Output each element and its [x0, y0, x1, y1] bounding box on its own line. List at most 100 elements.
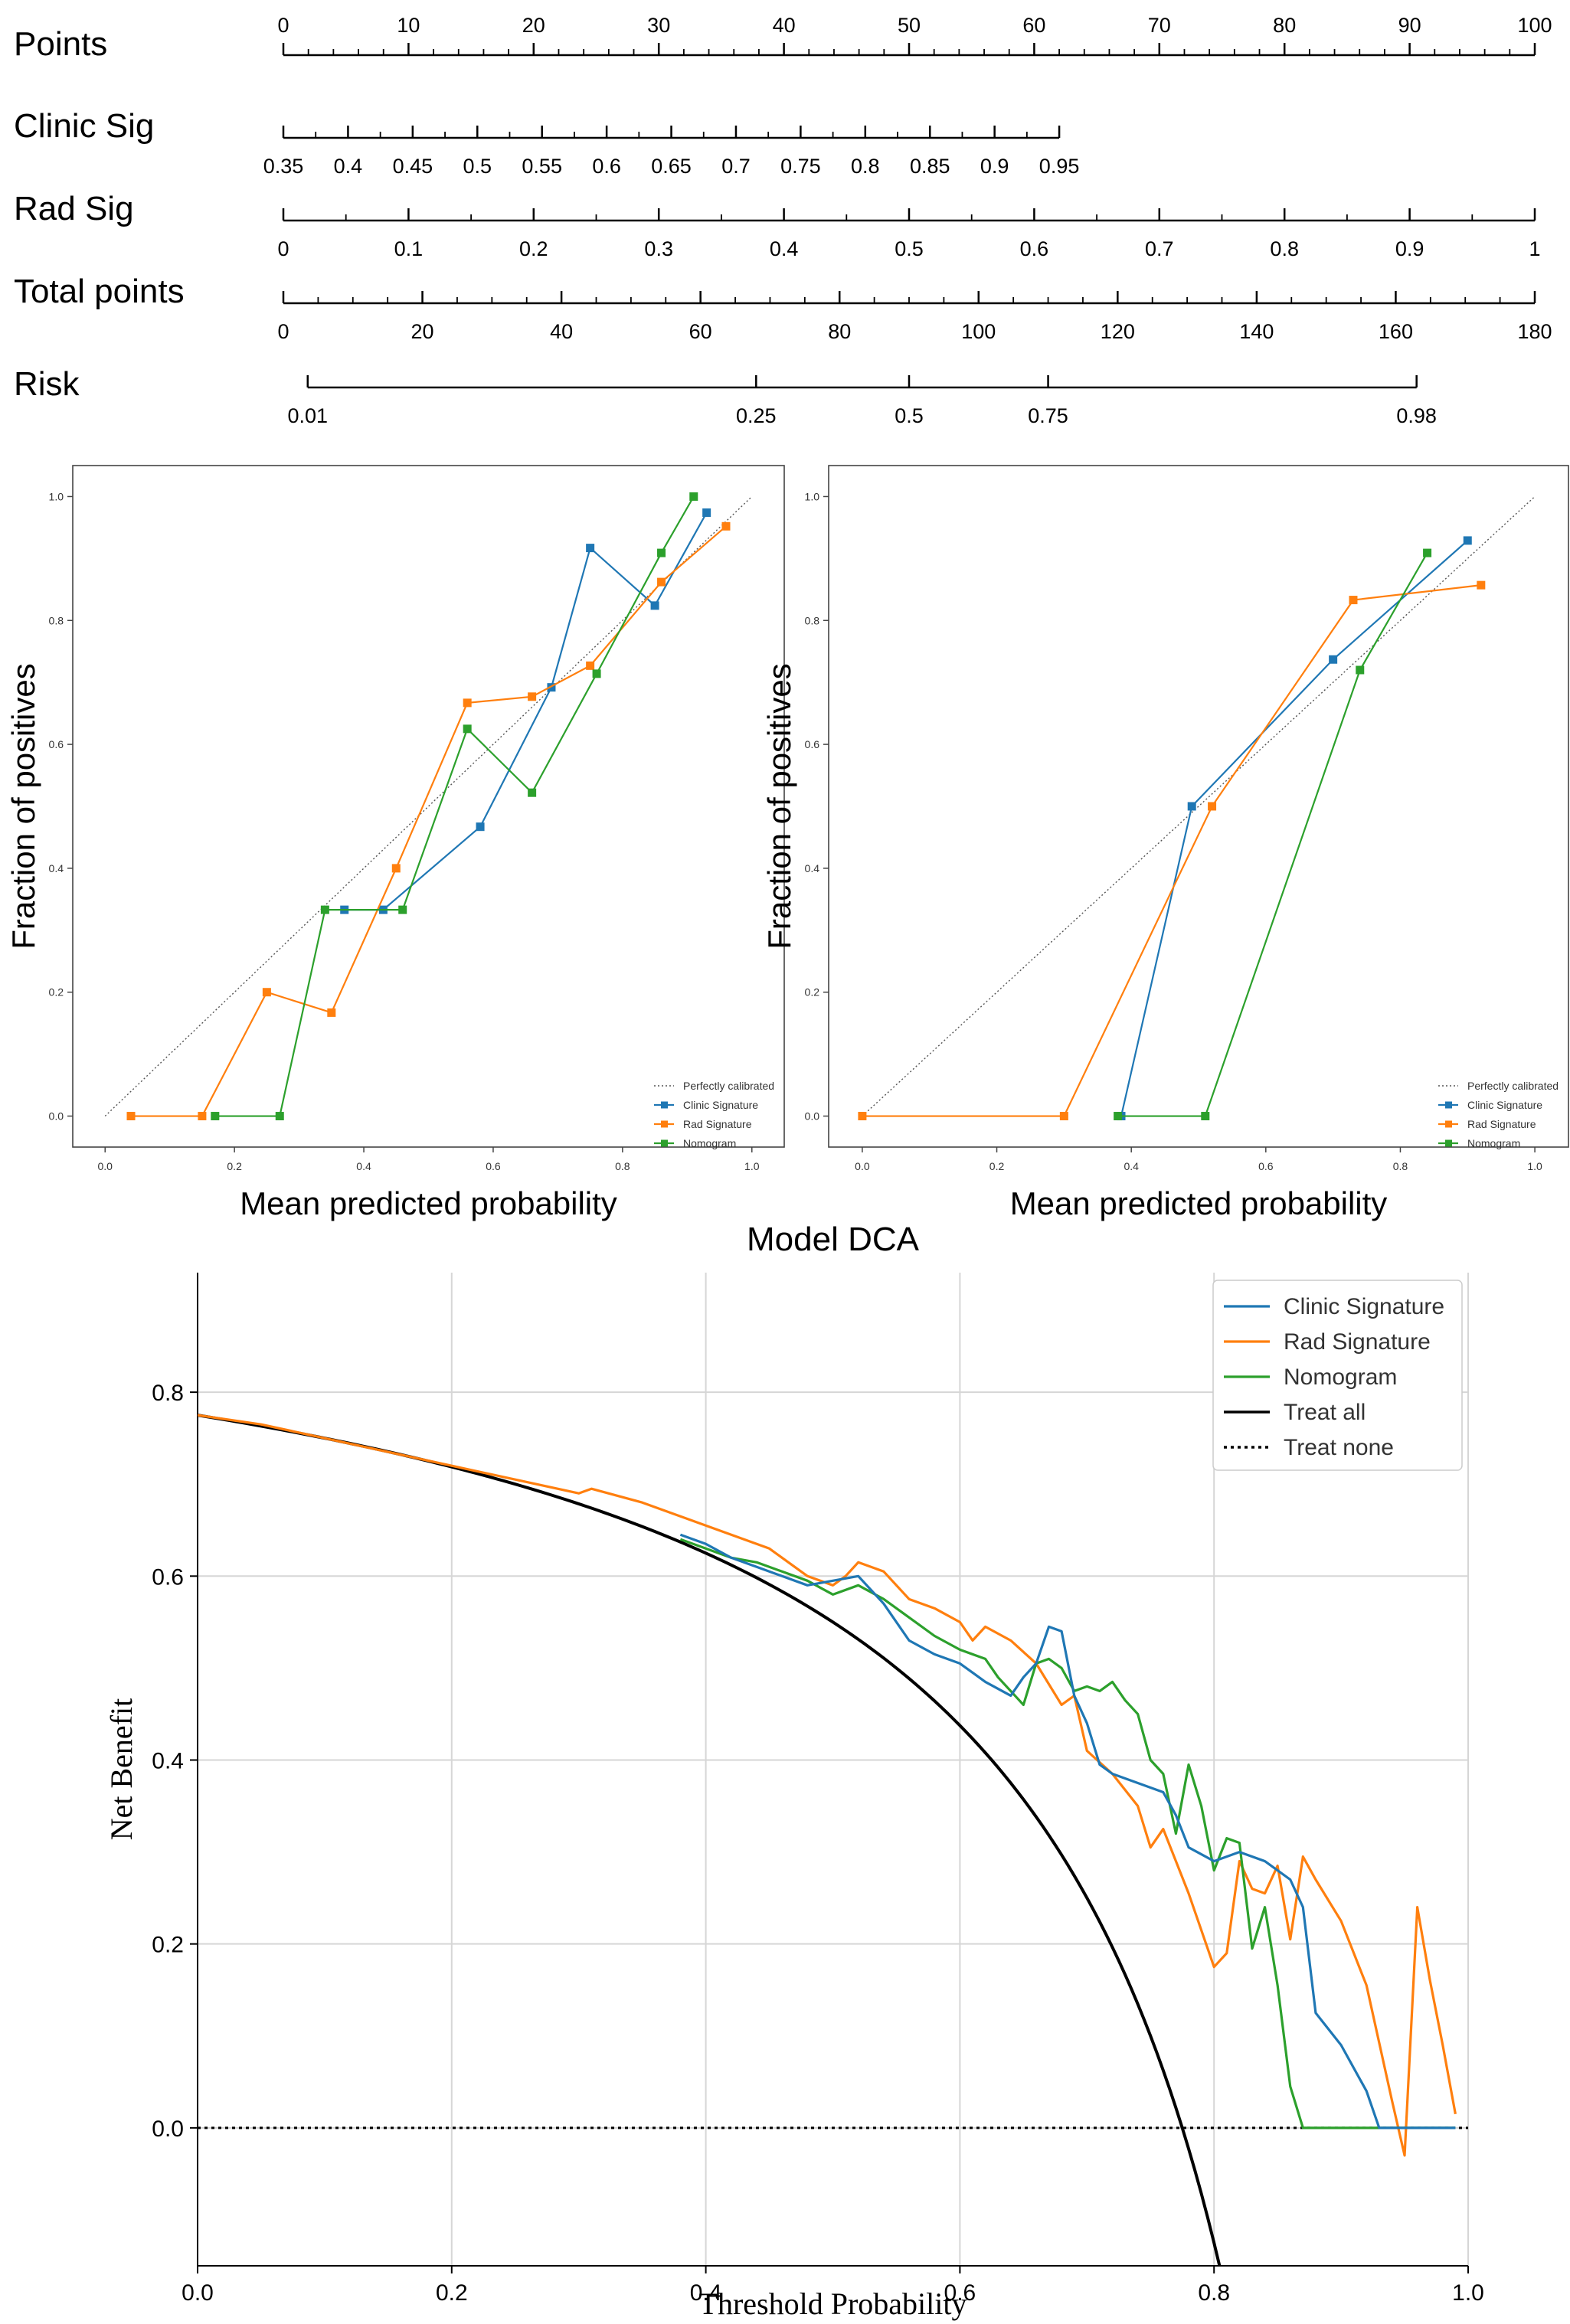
nomogram-tick-label: 10 [397, 14, 420, 37]
y-tick-label: 0.4 [805, 862, 820, 874]
y-tick-label: 0.8 [49, 614, 64, 626]
nomogram-point [689, 492, 698, 501]
rad-signature-point [391, 864, 401, 873]
clinic-signature-point [702, 508, 711, 517]
nomogram-tick-label: 0.01 [287, 404, 328, 427]
nomogram-tick-label: 120 [1101, 320, 1135, 343]
nomogram-tick-label: 100 [961, 320, 996, 343]
x-tick-label: 0.8 [1393, 1160, 1408, 1172]
legend-label-clinic-signature: Clinic Signature [1284, 1294, 1444, 1319]
x-tick-label: 1.0 [744, 1160, 760, 1172]
nomogram-point [398, 905, 407, 914]
rad-signature-line [862, 584, 1481, 1117]
rad-signature-point [721, 521, 731, 531]
x-tick-label: 0.6 [486, 1160, 501, 1172]
nomogram-tick-label: 70 [1148, 14, 1171, 37]
legend-box [1212, 1280, 1463, 1471]
y-tick-label: 0.4 [49, 862, 64, 874]
legend-label-rad-signature: Rad Signature [1284, 1329, 1431, 1355]
nomogram-point [320, 905, 329, 914]
nomogram-tick-label: 40 [550, 320, 573, 343]
rad-signature-point [657, 577, 666, 587]
nomogram-tick-label: 0.85 [910, 155, 950, 178]
x-tick-label: 0.6 [944, 2280, 976, 2306]
calibration-plot-training: 0.0 0.2 0.4 0.6 0.8 1.0 0.0 0.2 0.4 0.6 0.8 1.0 Mean… [5, 465, 785, 1221]
nomogram-tick-label: 20 [411, 320, 434, 343]
legend-marker-nomogram [1445, 1139, 1452, 1147]
legend-label-nomogram: Nomogram [683, 1137, 736, 1149]
rad-signature-point [858, 1112, 867, 1121]
nomogram-tick-label: 0.1 [394, 237, 424, 260]
x-tick-label: 1.0 [1527, 1160, 1542, 1172]
nomogram-point [1114, 1112, 1123, 1121]
calibration-plot-validation: 0.0 0.2 0.4 0.6 0.8 1.0 0.0 0.2 0.4 0.6 0.8 1.0 Mean… [761, 465, 1569, 1221]
legend-marker-clinic-signature [1445, 1101, 1452, 1109]
clinic-signature-line [679, 1533, 1456, 2130]
nomogram-point [657, 548, 666, 557]
x-tick-label: 0.6 [1258, 1160, 1274, 1172]
nomogram-tick-label: 0.7 [1145, 237, 1174, 260]
nomogram-tick-label: 0.4 [770, 237, 799, 260]
x-axis-label: Threshold Probability [699, 2286, 967, 2321]
y-tick-label: 0.2 [805, 986, 820, 999]
nomogram-point [275, 1112, 284, 1121]
nomogram-tick-label: 20 [522, 14, 545, 37]
clinic-signature-point [547, 683, 556, 692]
nomogram-tick-label: 50 [898, 14, 921, 37]
y-tick-label: 0.4 [152, 1748, 184, 1773]
nomogram-tick-label: 0.35 [263, 155, 304, 178]
nomogram-tick-label: 0.4 [334, 155, 363, 178]
x-tick-label: 0.2 [436, 2280, 468, 2306]
nomogram-tick-label: 100 [1517, 14, 1552, 37]
nomogram-tick-label: 180 [1517, 320, 1552, 343]
x-tick-label: 0.4 [1124, 1160, 1139, 1172]
nomogram-tick-label: 0.5 [895, 404, 924, 427]
rad-signature-point [586, 661, 595, 670]
x-tick-label: 0.4 [690, 2280, 722, 2306]
nomogram-point [1201, 1112, 1210, 1121]
clinic-signature-point [476, 822, 485, 832]
nomogram-label-total-points: Total points [14, 273, 185, 310]
nomogram-label-points: Points [14, 25, 107, 63]
nomogram-point [463, 724, 472, 734]
x-tick-label: 0.0 [182, 2280, 214, 2306]
nomogram-tick-label: 0 [277, 320, 289, 343]
legend-label-nomogram: Nomogram [1467, 1137, 1520, 1149]
rad-signature-point [1349, 596, 1358, 605]
nomogram-tick-label: 0.6 [1020, 237, 1049, 260]
nomogram-tick-label: 0.8 [1270, 237, 1299, 260]
y-tick-label: 0.2 [152, 1933, 184, 1958]
nomogram-tick-label: 140 [1239, 320, 1274, 343]
legend-label-clinic-signature: Clinic Signature [1467, 1099, 1542, 1111]
nomogram-tick-label: 0.3 [644, 237, 673, 260]
clinic-signature-line [1120, 540, 1469, 1116]
plot-frame [72, 465, 785, 1148]
y-tick-label: 0.0 [152, 2116, 184, 2142]
legend-label-perfectly-calibrated: Perfectly calibrated [683, 1080, 774, 1092]
y-tick-label: 0.6 [49, 738, 64, 750]
legend-label-perfectly-calibrated: Perfectly calibrated [1467, 1080, 1559, 1092]
clinic-signature-point [1463, 536, 1472, 545]
x-tick-label: 0.2 [989, 1160, 1005, 1172]
nomogram-tick-label: 80 [828, 320, 851, 343]
rad-signature-point [1059, 1112, 1068, 1121]
nomogram-tick-label: 0.25 [736, 404, 777, 427]
y-tick-label: 0.2 [49, 986, 64, 999]
rad-signature-point [1477, 580, 1486, 590]
dca-plot: 0.0 0.2 0.4 0.6 0.8 1.0 0.0 0.2 0.4 0.6 0.8 Model D… [104, 1221, 1484, 2321]
nomogram-tick-label: 0.6 [592, 155, 621, 178]
nomogram-tick-label: 1 [1529, 237, 1540, 260]
nomogram-tick-label: 0.65 [651, 155, 692, 178]
x-tick-label: 0.2 [227, 1160, 242, 1172]
clinic-signature-line [344, 512, 708, 911]
legend-label-treat-all: Treat all [1284, 1400, 1366, 1425]
legend-label-rad-signature: Rad Signature [1467, 1118, 1536, 1130]
y-tick-label: 0.0 [49, 1110, 64, 1123]
nomogram-tick-label: 0.5 [895, 237, 924, 260]
nomogram-tick-label: 0.55 [522, 155, 562, 178]
nomogram-point [1423, 548, 1432, 557]
x-tick-label: 0.0 [97, 1160, 113, 1172]
y-axis-label: Fraction of positives [761, 663, 797, 950]
